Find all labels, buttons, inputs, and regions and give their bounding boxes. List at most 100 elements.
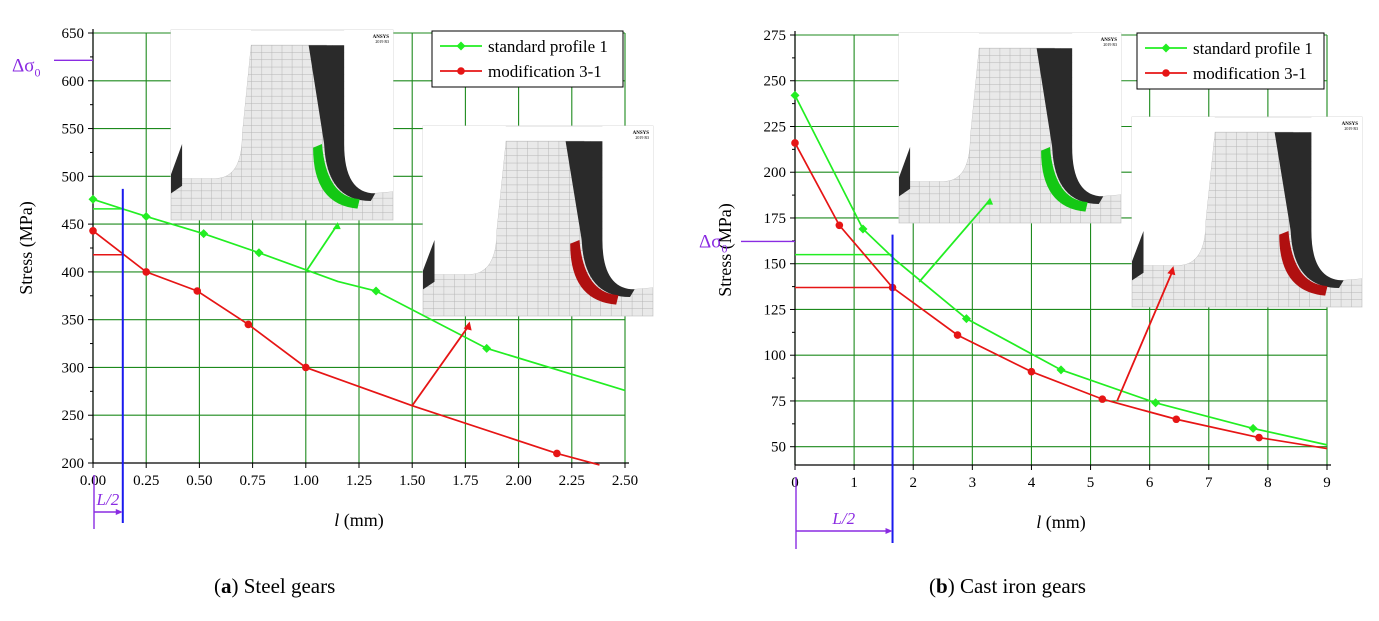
delta-sigma-subscript-b: 0 xyxy=(721,241,727,255)
y-tick-label-b: 125 xyxy=(764,302,787,318)
point-modification-b xyxy=(1098,395,1107,403)
y-tick-label-a: 500 xyxy=(62,169,85,185)
point-modification-b xyxy=(1172,415,1181,424)
y-tick-label-b: 100 xyxy=(764,348,787,364)
legend-marker-b xyxy=(1162,69,1170,77)
inset-b-modification-badge-sub: 2019 R3 xyxy=(1344,126,1358,131)
inset-b-modification-flank-band xyxy=(1274,132,1344,288)
half-length-label-b: L/2 xyxy=(831,509,855,528)
inset-a-standard-left-band xyxy=(171,144,183,194)
point-standard-b xyxy=(858,224,868,234)
x-axis-label-b: l (mm) xyxy=(1036,512,1086,533)
half-length-label-a: L/2 xyxy=(96,490,120,509)
inset-a-modification-fillet-highlight xyxy=(570,240,619,305)
y-tick-label-b: 75 xyxy=(771,394,786,410)
inset-a-standard-space-left xyxy=(171,30,251,179)
point-standard-a xyxy=(254,248,264,258)
caption-a-text: Steel gears xyxy=(238,574,336,598)
point-modification-b xyxy=(953,331,962,339)
legend-label-standard-b: standard profile 1 xyxy=(1193,39,1313,58)
x-tick-label-b: 6 xyxy=(1146,475,1154,491)
x-tick-label-b: 9 xyxy=(1323,475,1331,491)
y-tick-label-b: 275 xyxy=(764,28,787,44)
point-standard-a xyxy=(199,229,209,239)
leader-standard-a xyxy=(305,223,339,273)
x-axis-label-unit-b: (mm) xyxy=(1041,512,1086,533)
x-tick-label-b: 2 xyxy=(909,475,917,491)
point-standard-a xyxy=(482,343,492,353)
inset-b-modification-space-right xyxy=(1311,117,1362,281)
legend-marker-b xyxy=(1161,43,1171,53)
x-tick-label-b: 3 xyxy=(969,475,977,491)
inset-b-standard-badge-sub: 2019 R3 xyxy=(1103,42,1117,47)
inset-b-modification-fillet-highlight xyxy=(1279,231,1328,296)
caption-a-letter: a xyxy=(221,574,232,598)
point-standard-a xyxy=(371,286,381,296)
point-modification-a xyxy=(142,268,150,276)
x-tick-label-a: 0.00 xyxy=(80,473,106,489)
x-axis-label-a: l (mm) xyxy=(334,510,384,531)
series-line-standard-b xyxy=(794,94,1328,446)
inset-a-modification-content xyxy=(423,126,653,316)
inset-a-modification-flank-band xyxy=(565,141,635,297)
delta-sigma-symbol-a: Δσ xyxy=(12,55,34,76)
y-tick-label-a: 600 xyxy=(62,74,85,90)
delta-sigma-subscript-a: 0 xyxy=(34,65,40,79)
inset-b-standard-space-right xyxy=(1072,33,1121,197)
point-modification-a xyxy=(89,227,97,235)
inset-a-modification-badge: ANSYS xyxy=(633,131,650,136)
inset-b-standard-badge: ANSYS xyxy=(1101,38,1118,43)
inset-a-standard-content xyxy=(171,30,393,220)
point-modification-b xyxy=(1255,433,1263,442)
legend-label-modification-a: modification 3-1 xyxy=(488,62,602,81)
x-tick-label-a: 2.00 xyxy=(505,473,531,489)
point-modification-b xyxy=(1027,367,1036,376)
x-tick-label-a: 0.75 xyxy=(239,473,265,489)
caption-b: (b) Cast iron gears xyxy=(929,574,1086,598)
half-length-arrow-b xyxy=(885,528,893,534)
inset-b-modification-badge: ANSYS xyxy=(1342,122,1359,127)
legend-label-standard-a: standard profile 1 xyxy=(488,37,608,56)
leader-standard-arrow-a xyxy=(332,222,341,230)
y-tick-label-b: 250 xyxy=(764,74,787,90)
inset-a-standard-fillet-highlight xyxy=(313,144,360,209)
series-line-modification-a xyxy=(92,230,600,466)
x-tick-label-a: 1.25 xyxy=(346,473,372,489)
point-modification-a xyxy=(193,287,202,295)
point-standard-b xyxy=(790,90,800,100)
inset-b-modification-left-band xyxy=(1132,231,1144,281)
inset-b-modification-space-left xyxy=(1132,117,1215,266)
y-tick-label-a: 250 xyxy=(62,408,85,424)
x-tick-label-a: 0.50 xyxy=(186,473,212,489)
legend-box-b xyxy=(1136,32,1325,90)
inset-b-standard-left-band xyxy=(899,147,911,197)
leader-standard-arrow-b xyxy=(985,197,994,205)
x-tick-label-b: 0 xyxy=(791,475,799,491)
x-axis-label-var-a: l xyxy=(334,510,339,530)
x-tick-label-a: 1.50 xyxy=(399,473,425,489)
x-tick-label-b: 7 xyxy=(1205,475,1213,491)
x-tick-label-b: 5 xyxy=(1087,475,1095,491)
x-tick-label-b: 8 xyxy=(1264,475,1272,491)
y-axis-label-b: Stress (MPa) xyxy=(715,203,736,297)
y-tick-label-a: 450 xyxy=(62,217,85,233)
point-modification-a xyxy=(553,449,561,458)
half-length-arrow-a xyxy=(115,509,123,515)
leader-modification-arrow-b xyxy=(1167,266,1176,276)
point-modification-a xyxy=(302,363,310,372)
x-tick-label-a: 2.25 xyxy=(559,473,585,489)
leader-modification-b xyxy=(1116,268,1175,402)
chart-steel-gears: 0.00 0.25 0.50 0.75 1.00 1.25 1.50 1.75 2.00 2.25… xyxy=(12,26,654,531)
inset-b-standard-space-left xyxy=(899,33,979,182)
inset-a-standard-badge-sub: 2019 R3 xyxy=(375,39,389,44)
inset-a-standard-space-right xyxy=(344,30,393,194)
legend-label-modification-b: modification 3-1 xyxy=(1193,64,1307,83)
x-tick-label-b: 1 xyxy=(850,475,858,491)
inset-a-standard-badge: ANSYS xyxy=(373,35,390,40)
x-tick-label-b: 4 xyxy=(1028,475,1036,491)
caption-b-letter: b xyxy=(936,574,948,598)
point-standard-b xyxy=(1151,398,1161,408)
inset-b-standard-flank-band xyxy=(1036,48,1104,205)
